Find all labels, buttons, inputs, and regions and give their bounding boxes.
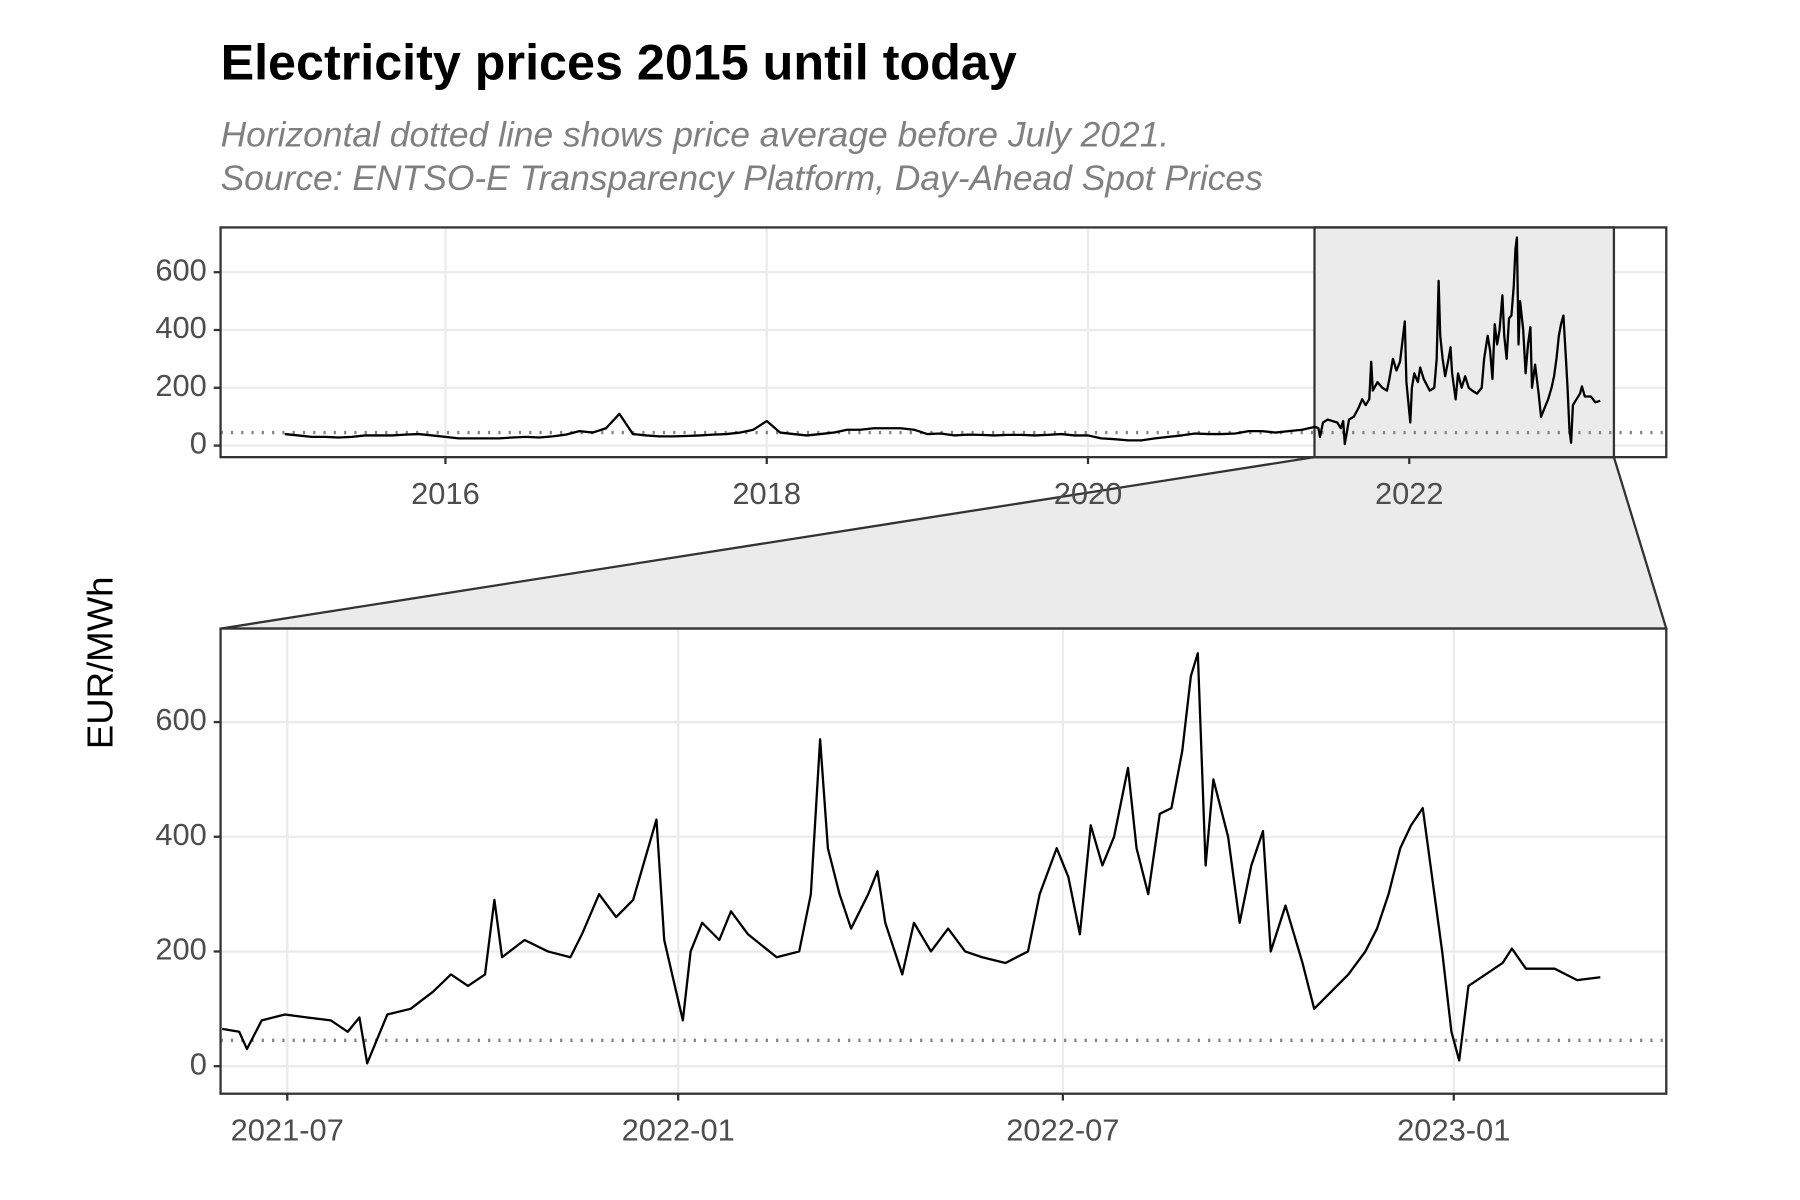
price-line (284, 236, 1601, 446)
subtitle: Horizontal dotted line shows price avera… (221, 115, 1170, 155)
panel-border (219, 627, 1668, 1095)
x-tick-label: 2021-07 (231, 1113, 344, 1148)
y-tick-label: 400 (155, 817, 206, 852)
y-tick-label: 0 (190, 1046, 207, 1081)
chart-title: Electricity prices 2015 until today (221, 34, 1017, 91)
x-tick-label: 2023-01 (1397, 1113, 1510, 1148)
price-line (221, 652, 1601, 1065)
subtitle: Source: ENTSO-E Transparency Platform, D… (221, 158, 1263, 198)
y-tick-label: 0 (190, 426, 207, 461)
y-tick-label: 200 (155, 368, 206, 403)
y-tick-label: 600 (155, 702, 206, 737)
x-tick-label: 2018 (732, 476, 801, 511)
panel-border (219, 226, 1668, 459)
x-tick-label: 2022-01 (622, 1113, 735, 1148)
x-tick-label: 2020 (1054, 476, 1123, 511)
panel-background (220, 628, 1667, 1094)
y-tick-label: 400 (155, 310, 206, 345)
x-tick-label: 2016 (411, 476, 480, 511)
y-tick-label: 600 (155, 252, 206, 287)
x-tick-label: 2022 (1375, 476, 1444, 511)
y-axis-label: EUR/MWh (80, 577, 121, 750)
y-tick-label: 200 (155, 932, 206, 967)
x-tick-label: 2022-07 (1006, 1113, 1119, 1148)
